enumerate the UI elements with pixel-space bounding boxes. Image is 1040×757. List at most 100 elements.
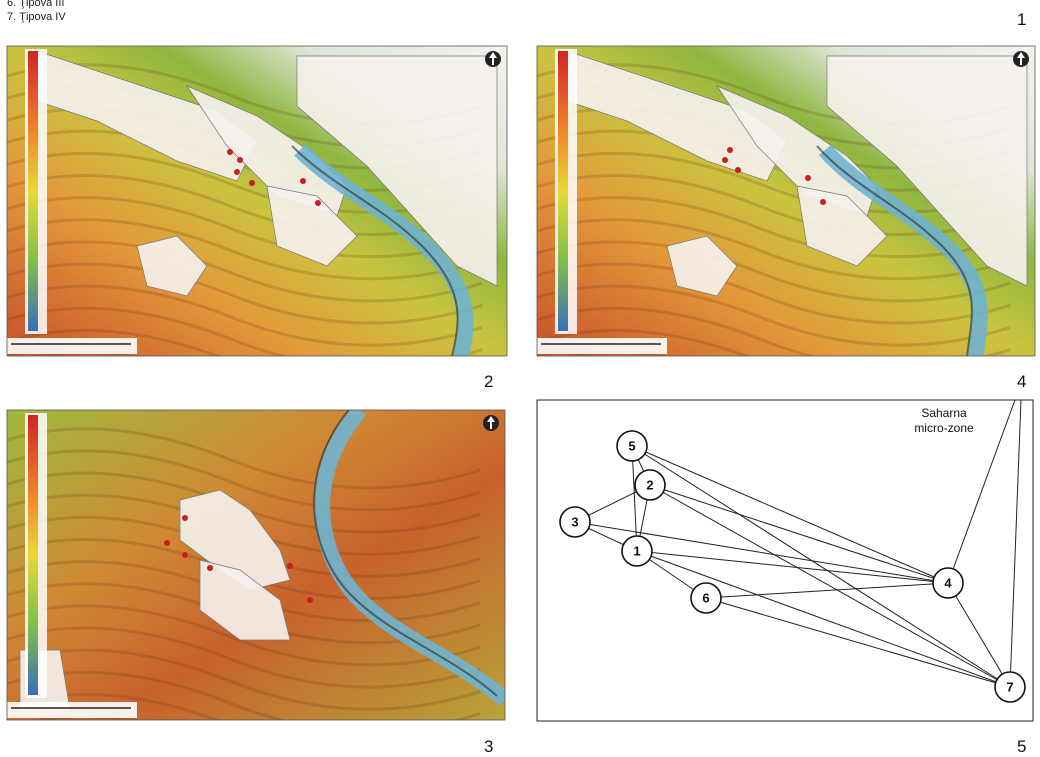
colorbar (28, 415, 38, 695)
colorbar (558, 51, 568, 331)
ridge (7, 670, 481, 720)
ridge (7, 306, 483, 356)
ridge (7, 218, 483, 281)
map-border (536, 45, 1036, 357)
river-edge (313, 410, 498, 697)
edge (947, 399, 1016, 584)
ridge (32, 351, 142, 356)
plateau (716, 85, 878, 217)
north-arrow-tip (489, 52, 497, 65)
edge (649, 484, 1011, 688)
map-border (6, 409, 506, 721)
legend-item: 6. Ţipova III (7, 0, 64, 9)
plateau (199, 559, 291, 641)
diagram-frame (536, 399, 1034, 722)
ridge (537, 284, 1011, 347)
map-border (6, 45, 508, 357)
node (994, 671, 1026, 703)
node (634, 469, 666, 501)
map-content (7, 410, 505, 720)
map-panel (6, 45, 508, 357)
edge (631, 445, 949, 584)
scalebar-bg (7, 702, 137, 718)
scalebar-bg (7, 338, 137, 354)
ridge (7, 648, 481, 711)
ridge (537, 151, 1011, 214)
ridge (7, 284, 483, 347)
map-content (7, 46, 507, 356)
diagram-caption: Saharna (921, 406, 967, 420)
site (227, 149, 233, 155)
site (735, 167, 741, 173)
site (315, 200, 321, 206)
site (164, 540, 170, 546)
colorbar (28, 51, 38, 331)
ridge (7, 151, 483, 214)
map-panel (6, 409, 506, 721)
panel-number: 4 (1017, 372, 1026, 391)
site (249, 180, 255, 186)
ridge (7, 692, 221, 720)
site (207, 565, 213, 571)
ridge (537, 240, 1011, 303)
edge (636, 550, 949, 584)
diagram-caption: micro-zone (914, 421, 974, 435)
ridge (7, 328, 222, 356)
node-label: 4 (944, 576, 952, 591)
ridge (7, 262, 483, 325)
node (690, 582, 722, 614)
river-edge (816, 145, 973, 356)
node (559, 506, 591, 538)
network-diagram: 1 2 3 4 5 6 7 (559, 399, 1026, 703)
site (237, 157, 243, 163)
edge (705, 597, 1011, 688)
ridge (7, 240, 483, 303)
map-panel (536, 45, 1036, 357)
node-label: 2 (646, 478, 653, 493)
scalebar-bg (537, 338, 667, 354)
site (805, 175, 811, 181)
ridge (537, 196, 1011, 259)
site (727, 147, 733, 153)
north-arrow-tip (487, 416, 495, 429)
node (621, 535, 653, 567)
edge (1009, 399, 1022, 688)
plateau (179, 489, 291, 591)
panel-number: 1 (1017, 10, 1026, 29)
edge (574, 521, 949, 584)
ridge (562, 351, 671, 356)
plateau (796, 185, 888, 267)
ridge (7, 604, 481, 667)
legend-item: 7. Ţipova IV (7, 11, 66, 23)
ridge (7, 196, 483, 259)
site (820, 199, 826, 205)
node-label: 3 (571, 515, 578, 530)
plateau (136, 235, 208, 297)
plateau (666, 235, 738, 297)
plateau (36, 50, 258, 182)
edge (636, 550, 1011, 688)
plateau (266, 185, 358, 267)
edge (705, 582, 949, 599)
node-label: 5 (628, 439, 635, 454)
north-arrow-tip (1017, 52, 1025, 65)
ridge (7, 449, 481, 512)
river (818, 144, 988, 356)
site (182, 515, 188, 521)
site (722, 157, 728, 163)
edge (947, 582, 1011, 688)
node-label: 7 (1006, 680, 1013, 695)
ridge (32, 715, 141, 720)
site (307, 597, 313, 603)
site (300, 178, 306, 184)
site (182, 552, 188, 558)
ridge (537, 306, 1011, 356)
edge (631, 445, 638, 552)
ridge (7, 427, 481, 490)
river-edge (291, 145, 459, 356)
ridge (7, 626, 481, 689)
node-label: 6 (702, 591, 709, 606)
plateau (186, 85, 348, 217)
